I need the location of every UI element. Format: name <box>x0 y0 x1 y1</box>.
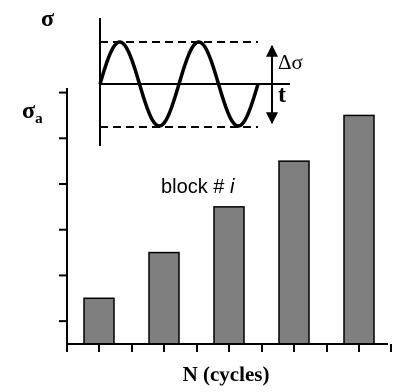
y-axis-ticks <box>59 91 67 323</box>
bars <box>83 114 375 345</box>
y-axis-label-subscript: a <box>35 111 43 127</box>
main-chart: σa N (cycles) block # i <box>22 88 392 386</box>
inset-sine-diagram: σ Δσ t <box>41 6 303 148</box>
block-annotation-index: i <box>230 176 235 198</box>
block-annotation: block # i <box>161 176 235 198</box>
bar-block-4 <box>278 160 310 345</box>
inset-x-label: t <box>278 82 286 108</box>
y-axis-label-main: σ <box>22 98 35 124</box>
inset-y-label: σ <box>41 6 54 32</box>
stress-range-label: Δσ <box>278 50 303 74</box>
bar-block-5 <box>343 114 375 345</box>
x-axis-label: N (cycles) <box>183 362 270 386</box>
bar-block-3 <box>213 206 245 345</box>
bar-block-1 <box>83 297 115 345</box>
block-annotation-prefix: block # <box>161 176 230 198</box>
bar-block-2 <box>148 251 180 345</box>
sine-wave-line <box>98 40 260 128</box>
x-axis-ticks <box>66 344 392 352</box>
y-axis-label: σa <box>22 98 43 127</box>
